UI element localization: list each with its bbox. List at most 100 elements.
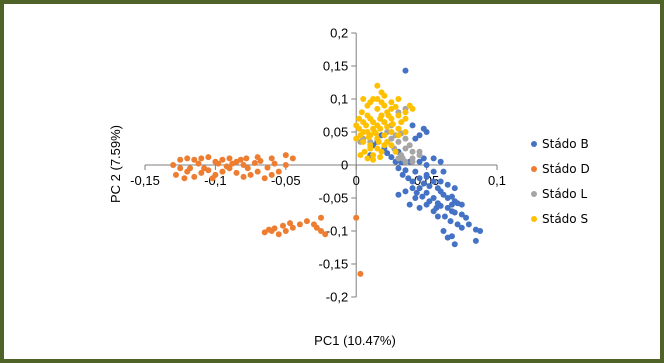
data-point (268, 171, 275, 178)
data-point (377, 125, 384, 132)
y-tick-label: 0 (341, 158, 348, 173)
data-point (477, 228, 484, 234)
data-point (191, 173, 198, 180)
data-point (365, 134, 372, 141)
data-point (402, 145, 409, 152)
data-point (374, 96, 381, 102)
y-tick-label: 0,1 (330, 92, 348, 107)
data-point (384, 138, 391, 145)
data-point (271, 225, 278, 232)
data-point (402, 115, 409, 122)
data-point (430, 178, 437, 185)
data-point (416, 204, 423, 211)
x-tick-label: -0,05 (271, 173, 301, 188)
data-point (388, 129, 395, 135)
data-point (219, 156, 226, 163)
data-point (412, 168, 419, 175)
data-point (282, 162, 289, 168)
data-point (209, 175, 216, 182)
data-point (322, 231, 329, 238)
data-point (374, 105, 381, 112)
data-point (265, 226, 272, 233)
data-point (402, 167, 409, 174)
y-tick-label: -0,15 (319, 257, 349, 272)
data-point (289, 155, 296, 162)
data-point (268, 155, 275, 162)
data-point (420, 180, 427, 187)
data-point (205, 154, 212, 161)
data-point (360, 138, 367, 145)
data-point (440, 191, 447, 198)
data-point (282, 228, 289, 234)
data-point (426, 183, 433, 190)
data-point (451, 185, 458, 192)
data-point (223, 163, 230, 170)
data-point (409, 105, 416, 112)
data-point (388, 135, 395, 142)
x-tick-label: 0 (353, 173, 360, 188)
data-point (451, 241, 458, 248)
data-point (458, 224, 465, 231)
data-point (170, 162, 177, 168)
data-point (444, 181, 451, 188)
data-point (360, 96, 367, 102)
data-point (426, 198, 433, 205)
data-point (465, 221, 472, 228)
x-tick-label: -0,1 (204, 173, 226, 188)
data-point (395, 191, 402, 198)
y-axis-label: PC 2 (7.59%) (108, 125, 123, 203)
legend-marker (531, 216, 537, 222)
data-point (395, 155, 402, 162)
data-point (392, 148, 399, 155)
data-point (233, 169, 240, 176)
data-point (395, 138, 402, 145)
data-point (409, 148, 416, 155)
data-point (181, 175, 188, 182)
data-point (357, 152, 364, 159)
data-point (226, 155, 233, 162)
data-point (353, 214, 360, 221)
legend-marker (531, 166, 537, 172)
data-point (195, 160, 202, 167)
data-point (458, 211, 465, 218)
data-point (395, 125, 402, 132)
x-tick-label: -0,15 (130, 173, 160, 188)
y-tick-label: 0,15 (323, 59, 348, 74)
data-point (353, 135, 360, 142)
data-points (170, 67, 484, 277)
data-point (402, 135, 409, 142)
data-point (381, 132, 388, 139)
data-point (423, 189, 430, 196)
data-point (364, 155, 371, 162)
data-point (229, 160, 236, 167)
data-point (318, 214, 324, 221)
data-point (412, 135, 419, 142)
data-point (384, 150, 391, 157)
data-point (372, 130, 379, 137)
data-point (318, 228, 324, 234)
data-point (395, 165, 402, 172)
data-point (409, 178, 416, 185)
data-point (430, 195, 437, 201)
legend-marker (531, 141, 537, 147)
data-point (240, 173, 247, 180)
data-point (254, 168, 261, 175)
data-point (364, 102, 371, 109)
data-point (275, 231, 282, 238)
data-point (406, 142, 413, 149)
data-point (358, 109, 365, 116)
data-point (184, 155, 191, 162)
data-point (375, 138, 382, 145)
y-tick-label: -0,2 (326, 290, 348, 305)
data-point (463, 214, 470, 221)
data-point (187, 165, 194, 172)
data-point (201, 165, 208, 172)
data-point (384, 123, 391, 130)
data-point (361, 148, 368, 155)
data-point (409, 122, 416, 129)
data-point (402, 109, 409, 116)
y-tick-label: -0,1 (326, 224, 348, 239)
data-point (451, 209, 458, 216)
data-point (303, 218, 310, 225)
data-point (356, 115, 363, 122)
